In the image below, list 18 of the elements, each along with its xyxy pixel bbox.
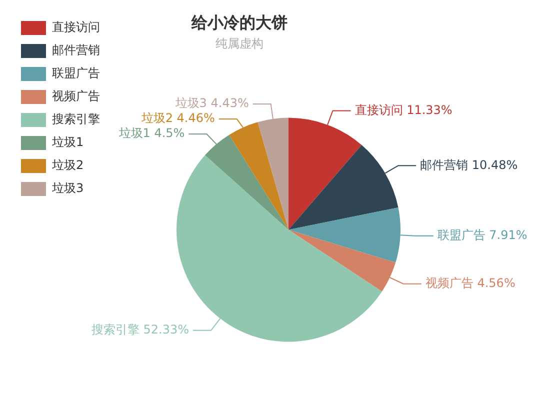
category-label: 直接访问 11.33% bbox=[354, 102, 452, 117]
category-label: 联盟广告 7.91% bbox=[437, 228, 528, 242]
legend-label: 垃圾3 bbox=[51, 181, 84, 196]
category-label: 视频广告 4.56% bbox=[425, 276, 516, 290]
legend-label: 垃圾1 bbox=[51, 135, 84, 150]
category-label: 邮件营销 10.48% bbox=[420, 158, 518, 172]
legend-label: 搜索引擎 bbox=[52, 112, 100, 126]
legend-label: 视频广告 bbox=[52, 89, 100, 104]
category-label: 垃圾1 4.5% bbox=[118, 126, 185, 140]
legend-label: 垃圾2 bbox=[51, 158, 84, 172]
category-label: 垃圾2 4.46% bbox=[141, 111, 215, 126]
category-label: 垃圾3 4.43% bbox=[175, 96, 249, 110]
legend-label: 邮件营销 bbox=[52, 43, 100, 58]
text: 纯属虚构 bbox=[216, 36, 264, 51]
legend-label: 直接访问 bbox=[52, 20, 100, 34]
chart-title: 给小冷的大饼 bbox=[190, 12, 288, 32]
legend-label: 联盟广告 bbox=[52, 66, 100, 80]
category-label: 搜索引擎 52.33% bbox=[91, 322, 190, 337]
